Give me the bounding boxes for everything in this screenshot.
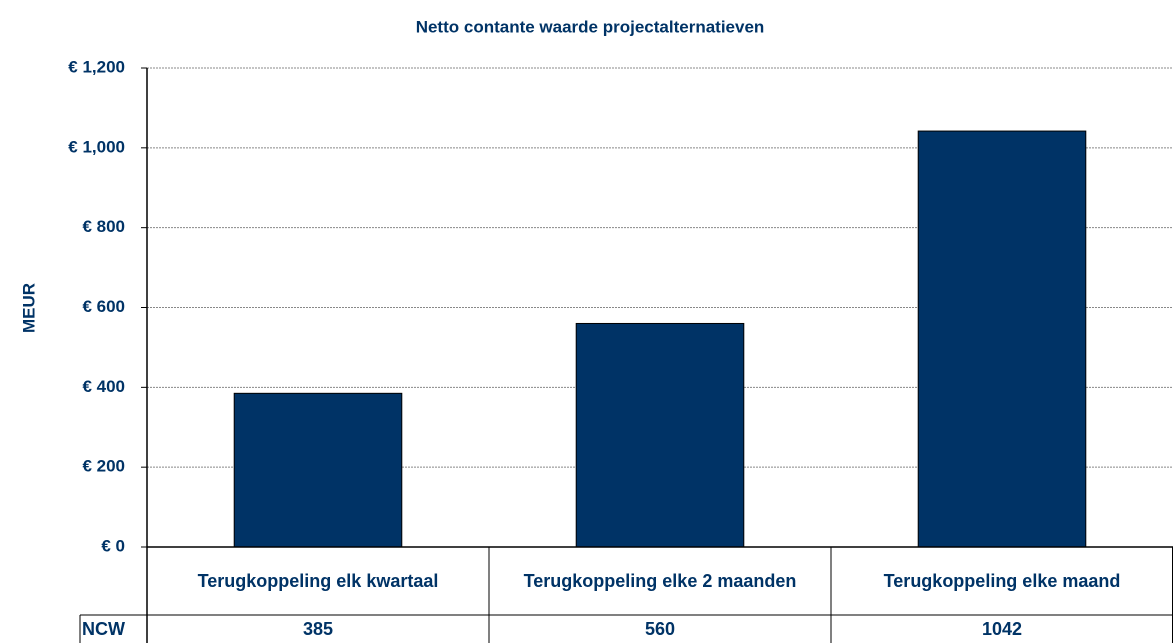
x-tick-label-box: Terugkoppeling elke 2 maanden xyxy=(523,571,797,591)
y-tick-label: € 1,000 xyxy=(68,137,125,156)
table-series-name: NCW xyxy=(82,619,125,639)
x-tick-label: Terugkoppeling elk kwartaal xyxy=(197,571,439,591)
x-tick-label: Terugkoppeling elke maand xyxy=(883,571,1121,591)
x-tick-label: Terugkoppeling elke 2 maanden xyxy=(523,571,797,591)
y-tick-label: € 800 xyxy=(82,217,125,236)
y-tick-label: € 1,200 xyxy=(68,57,125,76)
y-tick-label: € 400 xyxy=(82,377,125,396)
table-value: 560 xyxy=(645,619,675,639)
bar xyxy=(233,392,403,548)
x-tick-label-box: Terugkoppeling elk kwartaal xyxy=(197,571,439,591)
y-tick-label: € 0 xyxy=(101,536,125,555)
bar xyxy=(575,322,745,548)
table-value: 1042 xyxy=(982,619,1022,639)
y-tick-label: € 600 xyxy=(82,297,125,316)
y-tick-label: € 200 xyxy=(82,457,125,476)
x-tick-label-box: Terugkoppeling elke maand xyxy=(883,571,1121,591)
bar xyxy=(917,130,1087,548)
y-axis-label: MEUR xyxy=(19,283,38,333)
chart-title: Netto contante waarde projectalternatiev… xyxy=(416,17,765,36)
table-value: 385 xyxy=(303,619,333,639)
